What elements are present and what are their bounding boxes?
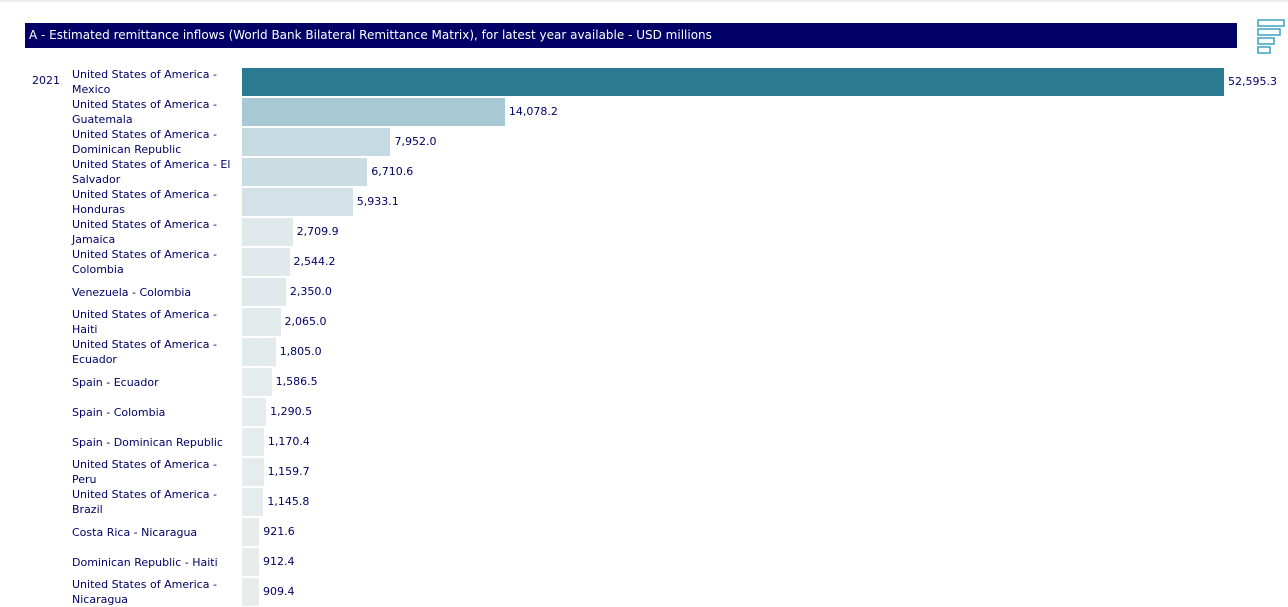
- bar: [242, 68, 1224, 96]
- category-label: United States of America - Guatemala: [72, 98, 217, 126]
- bar: [242, 98, 505, 126]
- category-label: Dominican Republic - Haiti: [72, 555, 218, 569]
- value-label: 2,350.0: [289, 285, 332, 298]
- value-label: 2,065.0: [284, 315, 327, 328]
- bar: [242, 308, 281, 336]
- bar: [242, 368, 272, 396]
- category-label: United States of America - Honduras: [72, 188, 217, 216]
- value-label: 912.4: [263, 555, 295, 568]
- value-label: 909.4: [262, 585, 295, 598]
- value-label: 5,933.1: [356, 195, 399, 208]
- category-label: Venezuela - Colombia: [72, 285, 192, 299]
- bar: [242, 488, 264, 516]
- value-label: 1,170.4: [267, 435, 310, 448]
- bar: [242, 188, 353, 216]
- chart-title: A - Estimated remittance inflows (World …: [25, 23, 1237, 48]
- bar: [242, 248, 290, 276]
- bar: [242, 548, 260, 576]
- bar: [242, 458, 264, 486]
- category-label: United States of America - Mexico: [72, 68, 217, 96]
- bar: [242, 518, 260, 546]
- bar: [242, 398, 267, 426]
- value-label: 2,709.9: [296, 225, 339, 238]
- category-label: United States of America - Haiti: [72, 308, 217, 336]
- category-label: United States of America - Jamaica: [72, 218, 217, 246]
- category-label: United States of America - Colombia: [72, 248, 217, 276]
- value-label: 6,710.6: [371, 165, 414, 178]
- value-label: 1,145.8: [267, 495, 310, 508]
- bar: [242, 128, 391, 156]
- category-label: United States of America - Brazil: [72, 488, 217, 516]
- value-label: 14,078.2: [508, 105, 558, 118]
- category-label: Spain - Colombia: [72, 405, 166, 419]
- chart-type-icon[interactable]: [1256, 18, 1286, 56]
- category-label: United States of America - Nicaragua: [72, 578, 217, 606]
- top-shadow: [0, 0, 1288, 3]
- category-label: United States of America - Dominican Rep…: [72, 128, 217, 156]
- value-label: 1,290.5: [270, 405, 313, 418]
- category-label: Spain - Dominican Republic: [72, 435, 223, 449]
- value-label: 1,159.7: [267, 465, 310, 478]
- value-label: 1,805.0: [279, 345, 322, 358]
- category-label: United States of America - Ecuador: [72, 338, 217, 366]
- value-label: 7,952.0: [394, 135, 437, 148]
- value-label: 2,544.2: [293, 255, 336, 268]
- bar: [242, 578, 259, 606]
- bar: [242, 278, 286, 306]
- value-label: 921.6: [263, 525, 295, 538]
- category-label: Spain - Ecuador: [72, 375, 159, 389]
- bar: [242, 218, 293, 246]
- category-label: United States of America - El Salvador: [72, 158, 231, 186]
- period-label: 2021: [32, 74, 60, 87]
- category-label: Costa Rica - Nicaragua: [72, 525, 198, 539]
- value-label: 1,586.5: [275, 375, 318, 388]
- bar: [242, 428, 264, 456]
- bar: [242, 338, 276, 366]
- category-label: United States of America - Peru: [72, 458, 217, 486]
- bar: [242, 158, 368, 186]
- value-label: 52,595.3: [1228, 75, 1277, 88]
